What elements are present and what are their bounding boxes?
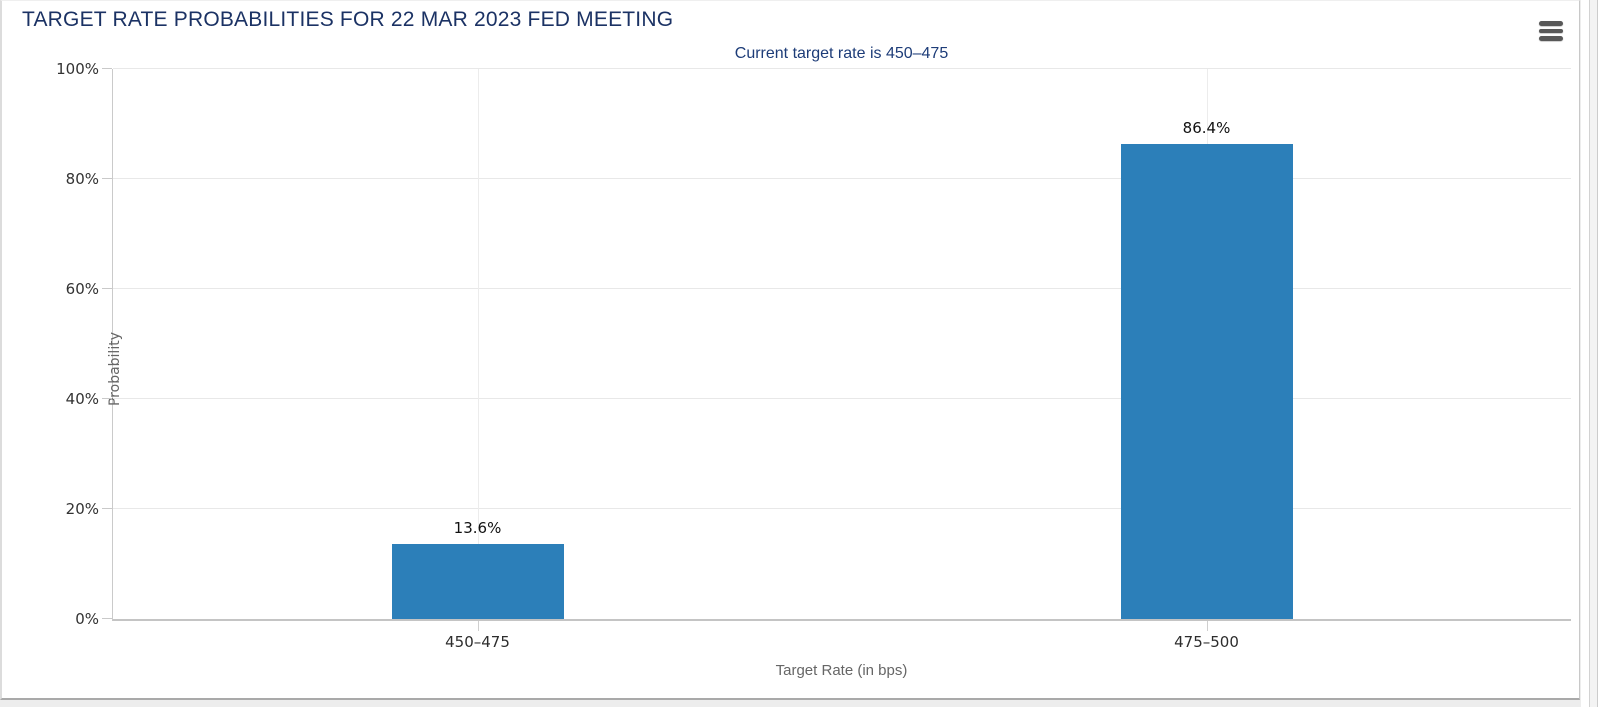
y-axis-tick [102,398,112,399]
x-axis-tick [1206,621,1208,631]
gutter-band [1590,0,1598,707]
chart-title: TARGET RATE PROBABILITIES FOR 22 MAR 202… [22,8,674,31]
y-axis-tick [102,618,112,619]
y-gridline [113,178,1571,179]
y-tick-label: 80% [65,170,99,188]
y-axis-tick [102,508,112,509]
y-axis-tick [102,68,112,69]
bar-value-label: 13.6% [453,519,502,538]
category-gridline [477,69,479,619]
y-tick-label: 20% [65,500,99,518]
gutter-line [1597,0,1598,707]
hamburger-menu-icon [1539,21,1563,41]
y-axis-tick [102,178,112,179]
y-tick-label: 60% [65,280,99,298]
bar-450–475[interactable] [391,544,564,619]
y-axis-tick [102,288,112,289]
y-tick-label: 100% [56,60,99,78]
chart-context-menu-button[interactable] [1536,15,1566,45]
y-tick-label: 40% [65,390,99,408]
chart-subtitle: Current target rate is 450–475 [734,45,949,62]
y-gridline [113,68,1571,69]
gutter-line [1589,0,1590,707]
y-gridline [113,508,1571,509]
x-axis-tick [477,621,479,631]
bar-475–500[interactable] [1120,143,1293,619]
x-tick-label: 450–475 [445,633,510,651]
right-gutter [1581,0,1600,707]
plot-area: Probability Q 0%20%40%60%80%100%13.6%450… [56,60,1600,651]
x-tick-label: 475–500 [1174,633,1239,651]
y-axis-title: Probability [107,332,123,407]
y-tick-label: 0% [75,610,99,628]
bar-value-label: 86.4% [1182,118,1231,137]
y-gridline [113,288,1571,289]
y-gridline [113,398,1571,399]
x-axis-title: Target Rate (in bps) [775,662,908,679]
